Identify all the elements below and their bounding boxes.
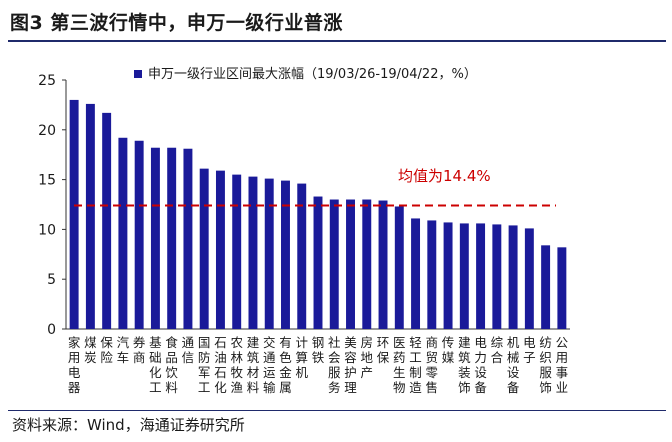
bar (118, 137, 128, 329)
bar (248, 176, 258, 329)
x-tick-label: 建筑装饰 (458, 335, 471, 395)
bar (411, 218, 421, 329)
bar (459, 223, 469, 329)
footer-rule (8, 410, 666, 411)
bar (215, 170, 225, 329)
x-tick-label: 农林牧渔 (230, 335, 243, 395)
bar (476, 223, 486, 329)
x-tick-label: 钢铁 (312, 335, 325, 365)
y-tick-label: 15 (38, 173, 56, 189)
bar-chart: 0 5 10 15 20 25 家用电器煤炭保险汽车券商基础化工食品饮料通信国防军工石油石化… (38, 67, 570, 395)
bar (557, 247, 567, 329)
x-tick-label: 电子 (523, 335, 536, 365)
bar (264, 178, 274, 329)
x-tick-label: 传媒 (442, 335, 455, 365)
x-tick-label: 房地产 (361, 335, 374, 380)
x-tick-label: 纺织服饰 (539, 335, 552, 395)
y-tick-label: 20 (38, 123, 56, 139)
bar (329, 199, 339, 329)
bar (232, 174, 242, 329)
bar (199, 168, 209, 329)
bar (281, 180, 290, 329)
bar (313, 196, 323, 329)
y-tick-label: 10 (38, 222, 56, 238)
x-tick-label: 有色金属 (279, 335, 292, 395)
bar (524, 228, 534, 329)
source-note: 资料来源：Wind，海通证券研究所 (12, 416, 245, 434)
x-tick-label: 机械设备 (507, 335, 520, 395)
x-tick-label: 社会服务 (328, 335, 341, 395)
x-tick-label: 煤炭 (84, 335, 97, 365)
y-tick-label: 5 (47, 272, 56, 288)
bar (443, 222, 453, 329)
x-tick-label: 家用电器 (68, 335, 81, 395)
x-tick-label: 公用事业 (556, 335, 569, 395)
x-tick-label: 环保 (377, 335, 390, 365)
x-tick-label: 美容护理 (344, 335, 357, 395)
title-bar: 图3 第三波行情中，申万一级行业普涨 (0, 0, 672, 42)
x-tick-label: 交通运输 (263, 335, 276, 395)
bar (508, 225, 518, 329)
bar (183, 148, 193, 329)
x-tick-label: 国防军工 (198, 335, 211, 395)
x-tick-label: 券商 (133, 335, 146, 365)
bar (297, 183, 307, 329)
bar (427, 220, 437, 329)
x-tick-label: 基础化工 (149, 335, 162, 395)
y-tick-label: 25 (38, 73, 56, 89)
x-tick-label: 商贸零售 (426, 335, 439, 395)
bar (69, 99, 79, 329)
x-tick-label: 通信 (182, 335, 195, 365)
bar (541, 245, 551, 329)
average-label: 均值为14.4% (398, 167, 491, 185)
legend-label: 申万一级行业区间最大涨幅（19/03/26-19/04/22，%） (148, 67, 477, 82)
x-tick-label: 汽车 (117, 335, 130, 365)
x-tick-label: 医药生物 (393, 335, 406, 395)
bar (346, 199, 355, 329)
y-tick-label: 0 (47, 322, 56, 338)
x-tick-label: 食品饮料 (165, 335, 178, 395)
bar (102, 112, 112, 329)
title-rule (8, 40, 666, 42)
x-tick-label: 计算机 (295, 335, 308, 380)
x-tick-label: 建筑材料 (247, 335, 260, 395)
bar (150, 147, 160, 329)
bar (492, 224, 502, 329)
x-tick-label: 石油石化 (214, 335, 227, 395)
bar (362, 199, 372, 329)
x-tick-label: 综合 (491, 335, 504, 365)
figure-title: 图3 第三波行情中，申万一级行业普涨 (10, 12, 343, 34)
x-tick-label: 保险 (100, 335, 113, 365)
bar (167, 147, 177, 329)
bar (85, 103, 95, 330)
x-tick-label: 电力设备 (474, 335, 487, 395)
bar (378, 200, 388, 329)
bar (394, 206, 404, 329)
legend-swatch (134, 70, 142, 78)
bar (134, 140, 144, 329)
x-tick-label: 轻工制造 (409, 335, 422, 395)
